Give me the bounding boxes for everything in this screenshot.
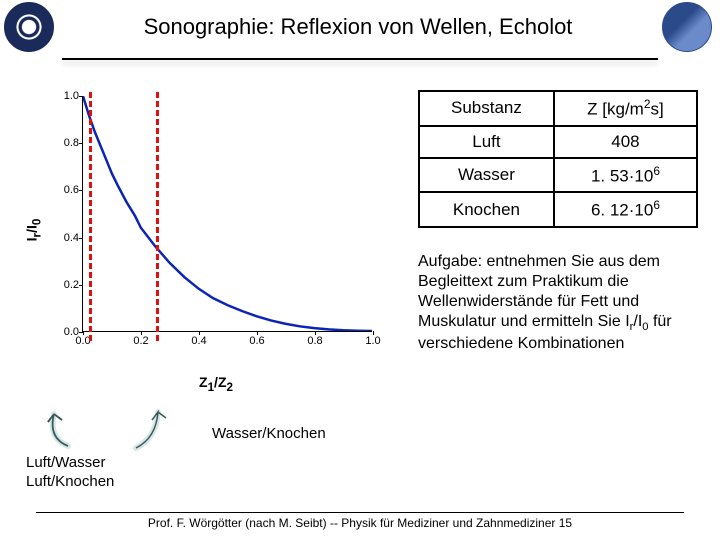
slide-header: Sonographie: Reflexion von Wellen, Echol… bbox=[0, 0, 720, 54]
table-cell: Luft bbox=[419, 126, 554, 158]
chart-plot-area: 0.00.20.40.60.81.00.00.20.40.60.81.0 bbox=[82, 96, 372, 332]
arrow-right-icon bbox=[128, 408, 188, 452]
chart-marker-line bbox=[156, 92, 159, 341]
table-row: Knochen6. 12·106 bbox=[419, 192, 697, 227]
chart-curve bbox=[83, 96, 372, 331]
label-wasser-knochen: Wasser/Knochen bbox=[212, 425, 326, 442]
slide-footer: Prof. F. Wörgötter (nach M. Seibt) -- Ph… bbox=[0, 512, 720, 530]
impedance-table: Substanz Z [kg/m2s] Luft408Wasser1. 53·1… bbox=[418, 90, 698, 228]
table-body: Luft408Wasser1. 53·106Knochen6. 12·106 bbox=[419, 126, 697, 227]
table-row: Wasser1. 53·106 bbox=[419, 158, 697, 193]
table-cell: 408 bbox=[554, 126, 697, 158]
th-substance: Substanz bbox=[419, 91, 554, 126]
logo-left-seal bbox=[4, 2, 54, 52]
chart-marker-line bbox=[89, 92, 92, 341]
chart-annotation-arrows: Wasser/Knochen bbox=[18, 408, 398, 452]
label-luft-knochen: Luft/Knochen bbox=[26, 473, 398, 490]
task-text: Aufgabe: entnehmen Sie aus dem Begleitte… bbox=[418, 252, 698, 354]
arrow-left-icon bbox=[38, 408, 98, 452]
table-cell: Knochen bbox=[419, 192, 554, 227]
footer-text: Prof. F. Wörgötter (nach M. Seibt) -- Ph… bbox=[148, 516, 572, 530]
table-cell: Wasser bbox=[419, 158, 554, 193]
footer-line bbox=[36, 512, 684, 513]
logo-right-badge bbox=[662, 2, 712, 52]
table-cell: 1. 53·106 bbox=[554, 158, 697, 193]
th-impedance: Z [kg/m2s] bbox=[554, 91, 697, 126]
chart-y-label: Ir/I0 bbox=[23, 219, 43, 242]
table-row: Luft408 bbox=[419, 126, 697, 158]
table-cell: 6. 12·106 bbox=[554, 192, 697, 227]
table-header-row: Substanz Z [kg/m2s] bbox=[419, 91, 697, 126]
reflectance-chart: Ir/I0 0.00.20.40.60.81.00.00.20.40.60.81… bbox=[46, 90, 386, 370]
slide-title: Sonographie: Reflexion von Wellen, Echol… bbox=[54, 14, 662, 40]
label-luft-wasser: Luft/Wasser bbox=[26, 454, 398, 471]
chart-x-label: Z1/Z2 bbox=[199, 374, 233, 394]
